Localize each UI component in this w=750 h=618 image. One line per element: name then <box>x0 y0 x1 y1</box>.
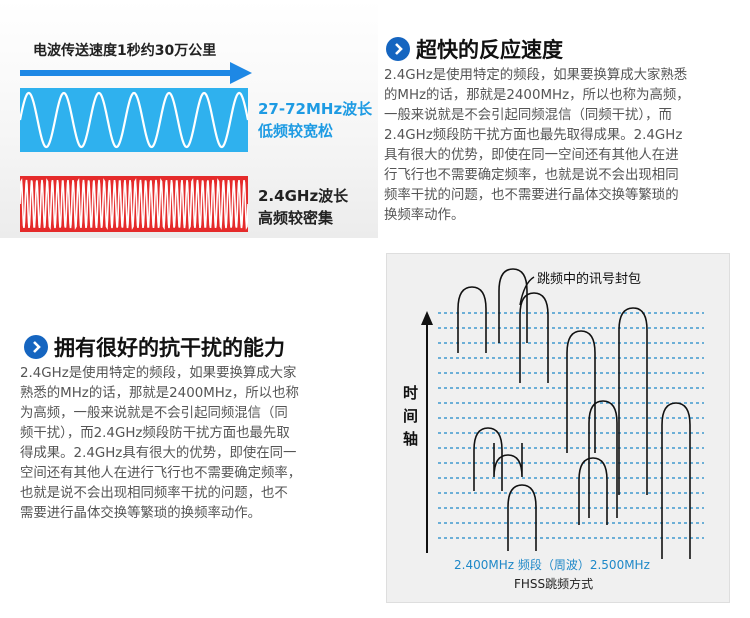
signal-packet <box>578 457 608 525</box>
time-axis-label-1: 时 <box>403 384 419 402</box>
signal-packet <box>507 484 537 551</box>
low-frequency-label-line1: 27-72MHz波长 <box>258 100 373 118</box>
signal-packet <box>457 286 487 353</box>
low-frequency-label-line2: 低频较宽松 <box>258 122 334 140</box>
signal-packet <box>519 292 549 383</box>
chevron-right-icon <box>24 335 48 359</box>
paragraph-line: 需要进行晶体交换等繁琐的换频率动作。 <box>20 506 262 521</box>
paragraph-line: 具有很大的优势，即使在同一空间还有其他人在进 <box>384 148 679 163</box>
interference-section-title-text: 拥有很好的抗干扰的能力 <box>54 336 285 360</box>
high-frequency-label-line1: 2.4GHz波长 <box>258 187 349 205</box>
speed-arrow-icon <box>20 62 252 84</box>
paragraph-line: 频干扰），而2.4GHz频段防干扰方面也最先取 <box>20 426 290 441</box>
signal-packet <box>618 307 648 495</box>
interference-section-title: 拥有很好的抗干扰的能力 <box>24 332 285 362</box>
signal-packet <box>498 268 528 343</box>
paragraph-line: 熟悉的MHz的话，那就是2400MHz，所以也称 <box>20 386 299 401</box>
low-frequency-wave <box>20 88 248 152</box>
interference-section-paragraph: 2.4GHz是使用特定的频段，如果要换算成大家 熟悉的MHz的话，那就是2400… <box>20 364 301 524</box>
signal-packet <box>473 427 503 491</box>
speed-section-title-text: 超快的反应速度 <box>416 38 563 62</box>
signal-packet <box>661 402 691 559</box>
paragraph-line: 换频率动作。 <box>384 208 465 223</box>
packet-pointer-line <box>519 276 535 306</box>
paragraph-line: 2.4GHz频段防干扰方面也最先取得成果。2.4GHz <box>384 128 683 143</box>
paragraph-line: 为高频，一般来说就是不会引起同频混信（同 <box>20 406 288 421</box>
high-frequency-label-line2: 高频较密集 <box>258 209 334 227</box>
paragraph-line: 2.4GHz是使用特定的频段，如果要换算成大家 <box>20 366 297 381</box>
time-axis-label-3: 轴 <box>403 430 419 448</box>
low-frequency-label: 27-72MHz波长 低频较宽松 <box>258 98 372 142</box>
packet-label: 跳频中的讯号封包 <box>537 272 642 287</box>
paragraph-line: 行飞行也不需要确定频率，也就是说不会出现相同 <box>384 168 679 183</box>
signal-packet <box>588 400 618 518</box>
paragraph-line: 得成果。2.4GHz具有很大的优势，即使在同一 <box>20 446 297 461</box>
high-frequency-wave <box>20 176 248 232</box>
paragraph-line: 2.4GHz是使用特定的频段，如果要换算成大家熟悉 <box>384 68 688 83</box>
speed-section-paragraph: 2.4GHz是使用特定的频段，如果要换算成大家熟悉 的MHz的话，那就是2400… <box>384 66 690 226</box>
paragraph-line: 也就是说不会出现相同频率干扰的问题，也不 <box>20 486 288 501</box>
fhss-caption: FHSS跳频方式 <box>514 577 594 591</box>
frequency-axis-label: 2.400MHz 频段（周波）2.500MHz <box>454 558 650 572</box>
frequency-slot-lines <box>438 312 704 539</box>
wave-speed-caption: 电波传送速度1秒约30万公里 <box>33 43 217 59</box>
fhss-diagram-panel <box>386 253 730 603</box>
signal-packets <box>457 268 691 559</box>
speed-section-title: 超快的反应速度 <box>386 34 563 64</box>
time-axis-arrow-icon <box>421 311 433 325</box>
paragraph-line: 一般来说就是不会引起同频混信（同频干扰），而 <box>384 108 672 123</box>
high-frequency-label: 2.4GHz波长 高频较密集 <box>258 185 348 229</box>
fhss-diagram <box>421 268 704 559</box>
paragraph-line: 的MHz的话，那就是2400MHz，所以也称为高频， <box>384 88 690 103</box>
paragraph-line: 空间还有其他人在进行飞行也不需要确定频率， <box>20 466 302 481</box>
time-axis-label-2: 间 <box>403 407 419 425</box>
signal-packet <box>566 330 596 453</box>
paragraph-line: 频率干扰的问题，也不需要进行晶体交换等繁琐的 <box>384 188 679 203</box>
signal-packet <box>493 443 523 478</box>
chevron-right-icon <box>386 37 410 61</box>
